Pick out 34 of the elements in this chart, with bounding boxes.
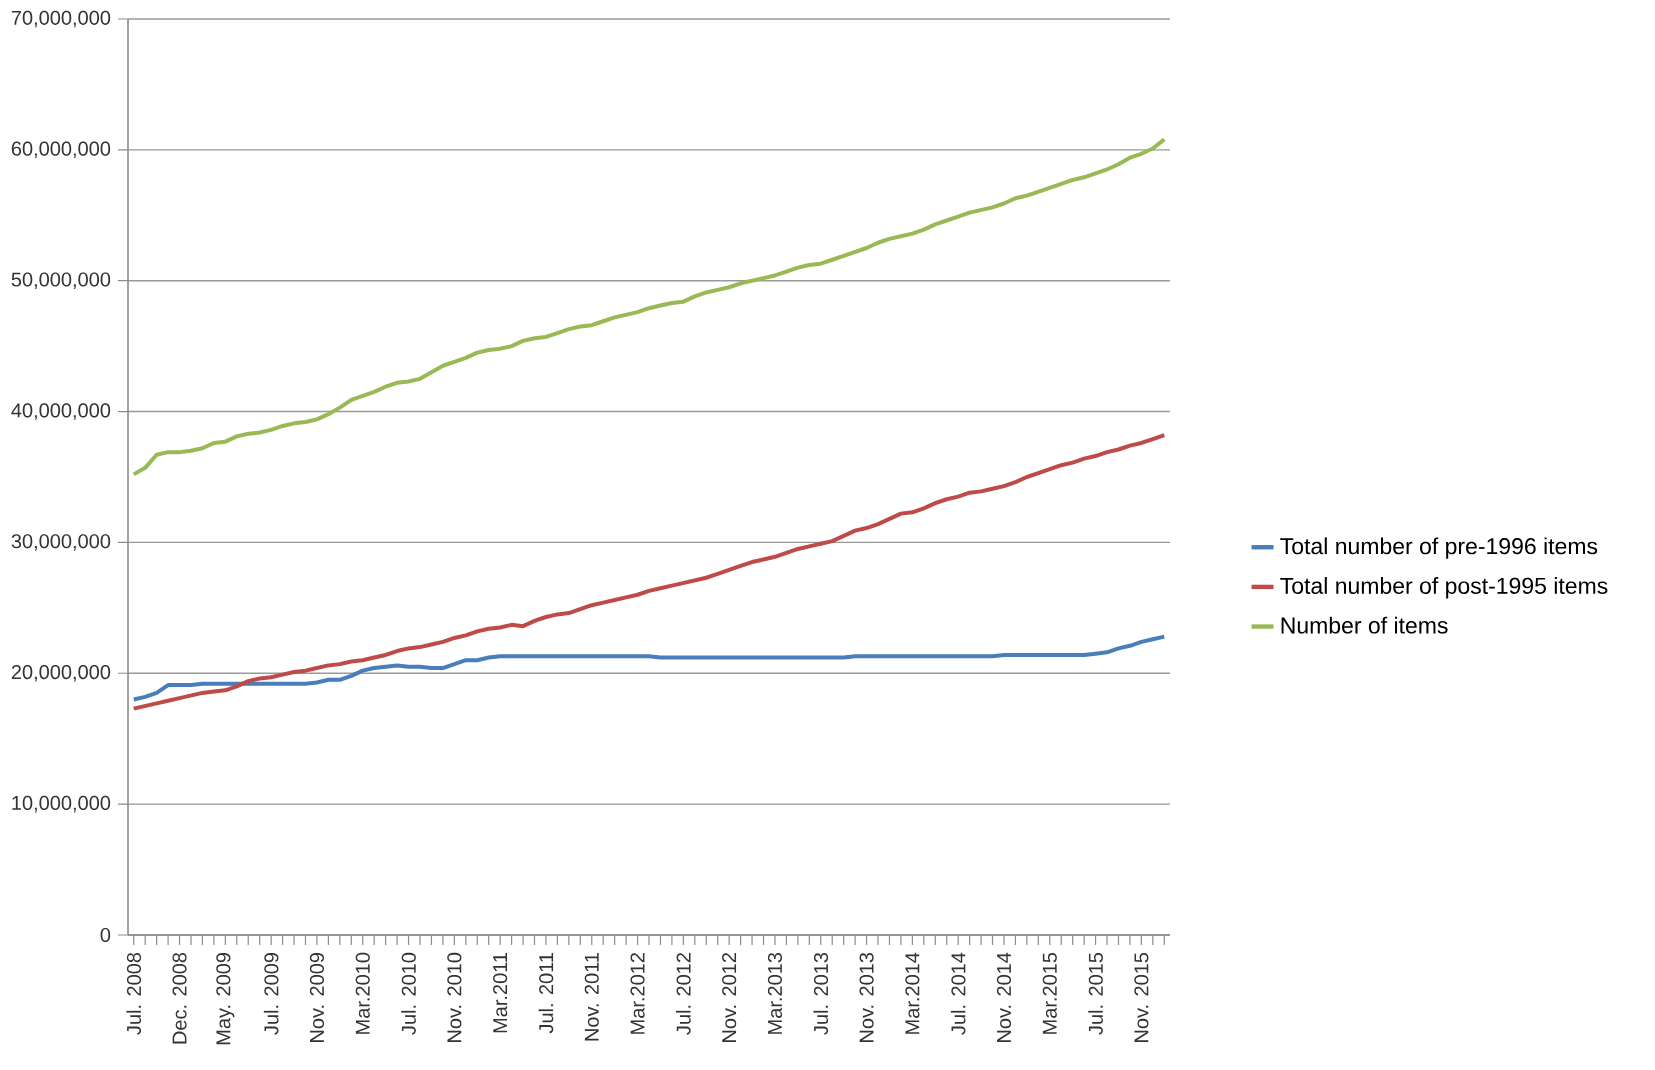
y-tick-label: 10,000,000 xyxy=(12,795,111,813)
x-tick-label: May. 2009 xyxy=(216,953,235,1045)
x-tick-label: Nov. 2010 xyxy=(447,952,462,1042)
x-tick-label: Nov. 2013 xyxy=(859,952,874,1042)
y-tick-label: 70,000,000 xyxy=(11,10,111,28)
x-tick-label: Jul. 2008 xyxy=(126,952,142,1035)
x-tick-label: Mar.2011 xyxy=(493,953,508,1033)
legend-label: Number of items xyxy=(1281,616,1448,634)
x-tick-label: Mar.2015 xyxy=(1042,952,1057,1034)
x-tick-label: Mar.2012 xyxy=(630,953,645,1034)
x-tick-label: Nov. 2011 xyxy=(584,953,599,1041)
y-tick-label: 30,000,000 xyxy=(11,534,111,551)
x-tick-label: Nov. 2012 xyxy=(722,953,737,1042)
x-tick-label: Mar.2013 xyxy=(767,952,783,1034)
x-tick-label: Jul. 2013 xyxy=(813,952,829,1035)
x-tick-label: Jul. 2014 xyxy=(950,952,966,1035)
x-tick-label: Jul. 2009 xyxy=(263,953,279,1035)
x-tick-label: Jul. 2015 xyxy=(1088,952,1103,1035)
x-tick-label: Jul. 2010 xyxy=(401,952,416,1035)
x-tick-label: Jul. 2011 xyxy=(538,953,554,1034)
x-tick-label: Mar.2014 xyxy=(905,952,920,1034)
x-tick-label: Nov. 2009 xyxy=(309,953,325,1042)
y-tick-label: 50,000,000 xyxy=(11,272,111,289)
legend-label: Total number of post-1995 items xyxy=(1280,577,1608,599)
y-tick-label: 60,000,000 xyxy=(11,141,111,159)
y-tick-label: 0 xyxy=(100,927,111,943)
x-tick-label: Dec. 2008 xyxy=(172,952,187,1044)
x-tick-label: Nov. 2014 xyxy=(996,952,1012,1042)
x-tick-label: Nov. 2015 xyxy=(1134,952,1149,1042)
legend-label: Total number of pre-1996 items xyxy=(1280,537,1598,559)
x-tick-label: Jul. 2012 xyxy=(676,953,691,1035)
y-tick-label: 40,000,000 xyxy=(11,403,111,420)
x-tick-label: Mar.2010 xyxy=(355,952,370,1034)
y-tick-label: 20,000,000 xyxy=(11,665,111,682)
